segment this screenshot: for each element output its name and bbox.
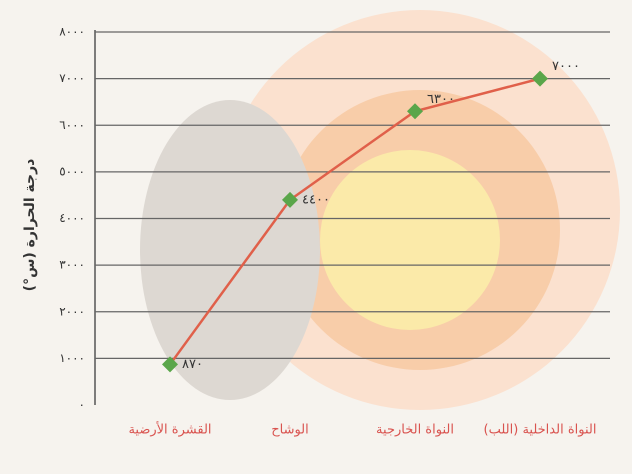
y-tick-label: ٣٠٠٠ <box>59 258 85 272</box>
data-label: ٦٣٠٠ <box>427 92 455 107</box>
y-tick-label: ٢٠٠٠ <box>59 304 85 318</box>
data-point <box>407 103 423 120</box>
data-label: ٨٧٠ <box>182 357 203 372</box>
y-tick-label: ٦٠٠٠ <box>59 118 85 132</box>
x-tick-label: القشرة الأرضية <box>128 421 211 438</box>
data-line <box>168 77 541 366</box>
y-tick-label: ٤٠٠٠ <box>59 211 85 225</box>
decor-rock <box>140 100 320 400</box>
x-tick-label: الوشاح <box>271 423 309 438</box>
y-axis-label: درجة الحرارة (س°) <box>22 159 38 292</box>
data-label: ٧٠٠٠ <box>552 59 580 74</box>
y-tick-label: ٠ <box>79 398 85 412</box>
y-tick-label: ٨٠٠٠ <box>59 25 85 39</box>
x-tick-label: النواة الخارجية <box>376 423 454 438</box>
y-tick-label: ١٠٠٠ <box>59 351 85 365</box>
y-tick-label: ٧٠٠٠ <box>59 71 85 85</box>
data-point <box>532 70 548 87</box>
decor-inner-core <box>320 150 500 330</box>
x-tick-label: النواة الداخلية (اللب) <box>484 423 597 438</box>
data-label: ٤٤٠٠ <box>302 192 330 207</box>
data-point <box>162 356 178 373</box>
data-point <box>282 191 298 208</box>
y-tick-label: ٥٠٠٠ <box>59 164 85 178</box>
